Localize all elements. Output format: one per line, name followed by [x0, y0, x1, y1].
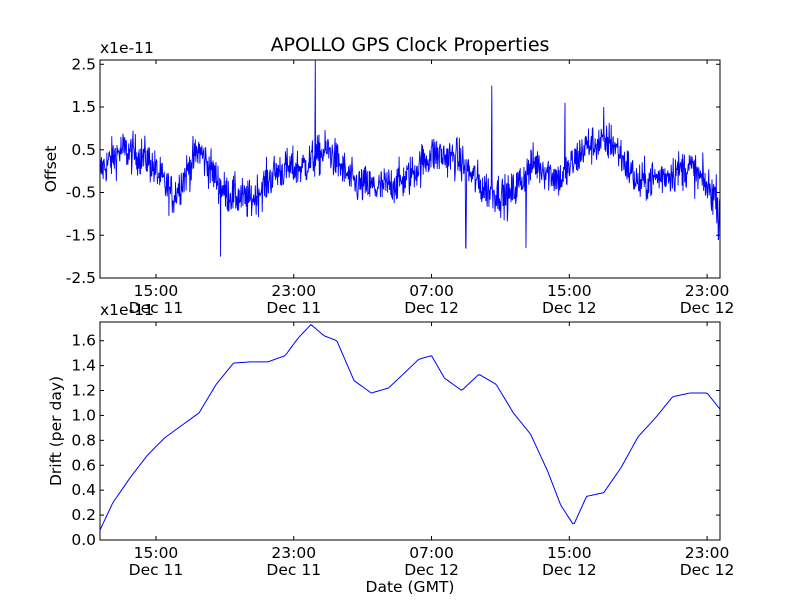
drift-x-tick-time: 23:00	[271, 544, 316, 562]
offset-y-tick-label: -2.5	[66, 269, 96, 287]
drift-x-tick-time: 15:00	[134, 544, 179, 562]
offset-y-tick-label: 0.5	[71, 141, 96, 159]
offset-y-ticks: -2.5 -1.5 -0.5 0.5 1.5 2.5	[66, 55, 720, 287]
drift-x-tick-date: Dec 12	[680, 561, 735, 579]
drift-y-ticks: 0.0 0.2 0.4 0.6 0.8 1.0 1.2 1.4 1.6	[71, 332, 720, 549]
chart-title: APOLLO GPS Clock Properties	[271, 34, 550, 56]
drift-x-tick-time: 07:00	[409, 544, 454, 562]
drift-y-tick-label: 0.6	[71, 456, 96, 474]
offset-x-tick-date: Dec 12	[542, 299, 597, 317]
offset-plot-frame	[99, 59, 721, 279]
drift-y-tick-label: 1.0	[71, 406, 96, 424]
offset-y-tick-label: 1.5	[71, 98, 96, 116]
drift-panel: x1e-11 Drift (per day) 0.0 0.2 0.4 0.6 0.8 1.…	[47, 301, 734, 579]
offset-x-tick-date: Dec 12	[404, 299, 459, 317]
offset-x-tick-time: 23:00	[271, 282, 316, 300]
drift-y-tick-label: 1.2	[71, 382, 96, 400]
drift-y-tick-label: 0.2	[71, 506, 96, 524]
drift-multiplier-label: x1e-11	[100, 301, 154, 319]
drift-x-tick-date: Dec 11	[129, 561, 184, 579]
drift-y-tick-label: 1.6	[71, 332, 96, 350]
offset-y-axis-label: Offset	[42, 146, 60, 193]
drift-y-tick-label: 0.4	[71, 481, 96, 499]
drift-y-tick-label: 0.0	[71, 531, 96, 549]
offset-x-tick-time: 23:00	[685, 282, 730, 300]
drift-x-tick-date: Dec 11	[266, 561, 321, 579]
offset-x-tick-date: Dec 11	[266, 299, 321, 317]
offset-y-tick-label: 2.5	[71, 55, 96, 73]
offset-y-tick-label: -1.5	[66, 226, 96, 244]
offset-x-tick-time: 15:00	[134, 282, 179, 300]
offset-x-tick-date: Dec 12	[680, 299, 735, 317]
offset-x-tick-time: 07:00	[409, 282, 454, 300]
offset-series-line	[99, 59, 721, 257]
offset-x-tick-date: Dec 11	[129, 299, 184, 317]
offset-multiplier-label: x1e-11	[100, 39, 154, 57]
drift-x-tick-time: 15:00	[547, 544, 592, 562]
x-axis-label: Date (GMT)	[366, 578, 455, 596]
offset-panel: x1e-11 Offset -2.5 -1.5 -0.5 0.5 1.5 2.5 15:0…	[42, 39, 734, 317]
drift-y-tick-label: 1.4	[71, 357, 96, 375]
drift-x-tick-time: 23:00	[685, 544, 730, 562]
drift-x-tick-date: Dec 12	[404, 561, 459, 579]
offset-x-tick-time: 15:00	[547, 282, 592, 300]
drift-y-tick-label: 0.8	[71, 431, 96, 449]
drift-plot-frame	[99, 321, 721, 541]
drift-x-tick-date: Dec 12	[542, 561, 597, 579]
drift-series-line	[99, 324, 721, 531]
offset-y-tick-label: -0.5	[66, 184, 96, 202]
drift-y-axis-label: Drift (per day)	[47, 376, 65, 486]
